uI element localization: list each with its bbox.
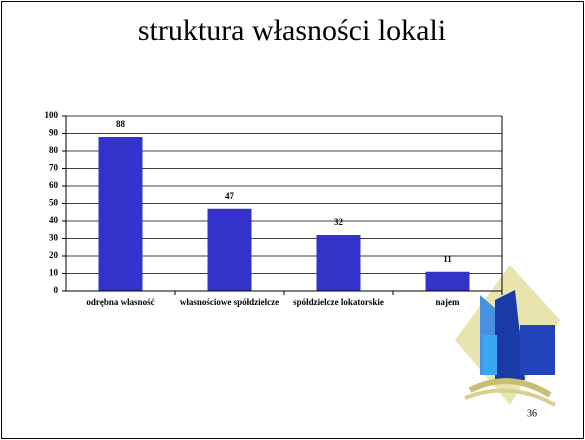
slide-number: 36 [527, 408, 537, 419]
y-tick-label: 40 [49, 215, 59, 225]
data-label: 88 [116, 119, 126, 129]
data-label: 32 [334, 217, 344, 227]
bar [426, 272, 470, 291]
y-tick-label: 70 [49, 163, 59, 173]
y-tick-label: 80 [49, 145, 59, 155]
y-tick-label: 30 [49, 233, 59, 243]
x-tick-label: najem [398, 297, 498, 307]
y-tick-label: 90 [49, 128, 59, 138]
data-label: 11 [443, 254, 452, 264]
y-tick-label: 20 [49, 250, 59, 260]
chart: struktura własności lokali 36 0 10 20 30 40 5… [0, 0, 585, 440]
bar [317, 235, 361, 291]
y-tick-label: 0 [54, 285, 59, 295]
y-tick-label: 100 [45, 110, 59, 120]
y-tick-label: 50 [49, 198, 59, 208]
y-tick-label: 10 [49, 268, 59, 278]
slide: struktura własności lokali 36 0 10 20 30 40 5… [0, 0, 585, 440]
bar [208, 209, 252, 291]
x-tick-label: własnościowe spółdzielcze [180, 297, 280, 307]
y-tick-label: 60 [49, 180, 59, 190]
chart-title: struktura własności lokali [138, 14, 446, 47]
data-label: 47 [225, 191, 235, 201]
x-tick-label: spółdzielcze lokatorskie [289, 297, 389, 307]
x-tick-label: odrębna własność [71, 297, 171, 307]
bar [99, 137, 143, 291]
